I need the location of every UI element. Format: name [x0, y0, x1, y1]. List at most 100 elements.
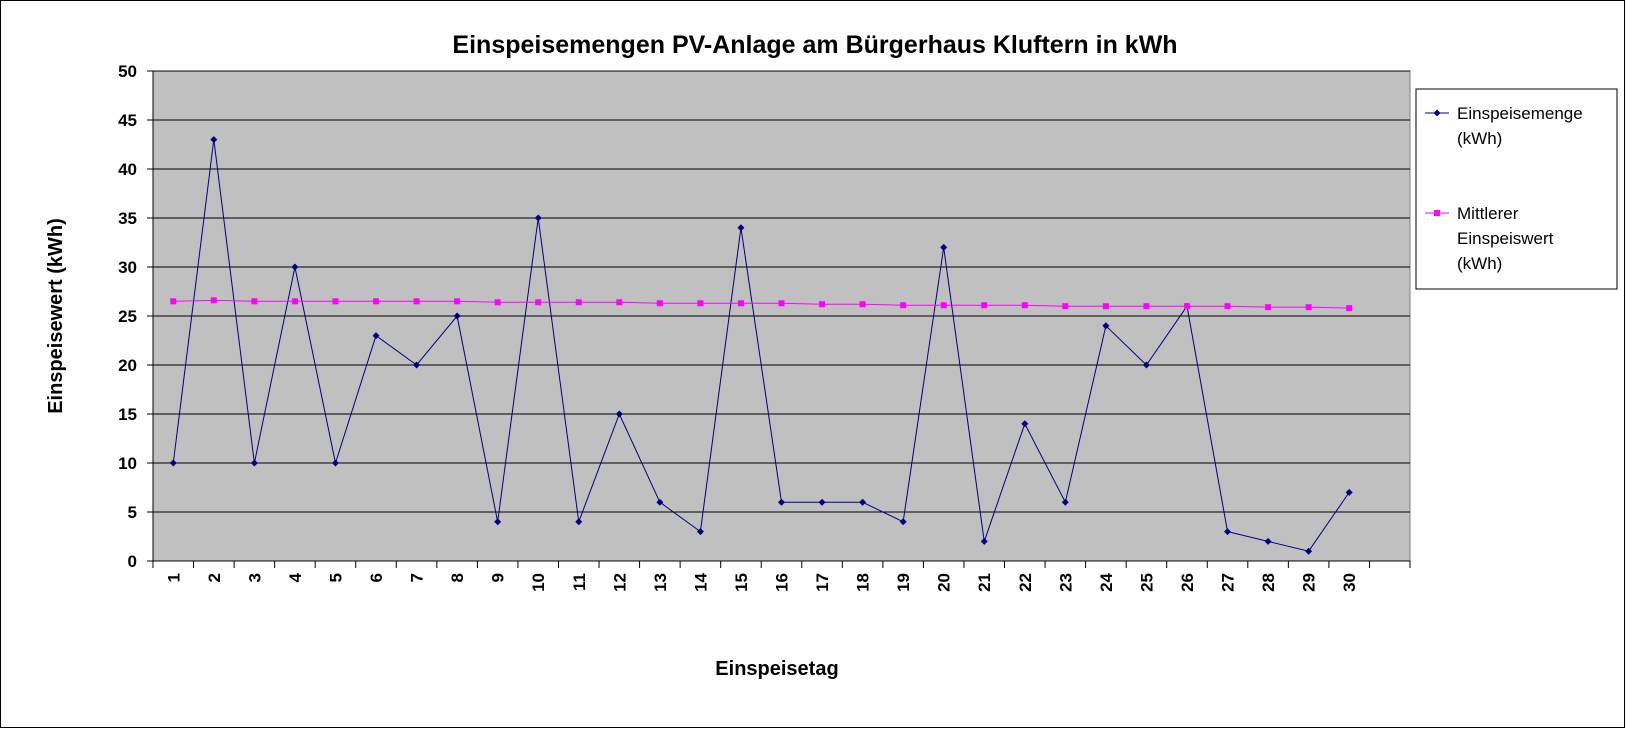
data-point [1224, 303, 1231, 310]
data-point [737, 300, 744, 307]
x-tick-label: 14 [691, 572, 710, 591]
y-axis-label: Einspeisewert (kWh) [45, 218, 67, 414]
data-point [332, 298, 339, 305]
x-tick-label: 30 [1340, 573, 1359, 592]
data-point [535, 299, 542, 306]
data-point [494, 299, 501, 306]
data-point [291, 263, 299, 271]
data-point [1265, 304, 1272, 311]
data-point [656, 498, 664, 506]
data-point [615, 410, 623, 418]
x-tick-label: 18 [854, 573, 873, 592]
data-point [778, 498, 785, 506]
x-tick-label: 19 [894, 573, 913, 592]
data-point [1183, 303, 1190, 310]
y-tick-label: 10 [118, 454, 137, 473]
y-tick-label: 25 [118, 307, 137, 326]
data-point [413, 298, 420, 305]
data-point [940, 243, 948, 251]
data-point [372, 332, 380, 340]
data-point [1062, 303, 1069, 310]
x-tick-label: 3 [245, 573, 264, 582]
data-point [291, 298, 298, 305]
legend-label: (kWh) [1457, 254, 1502, 273]
data-point [331, 459, 339, 467]
data-point [251, 298, 258, 305]
x-tick-label: 25 [1137, 573, 1156, 592]
x-tick-label: 13 [651, 573, 670, 592]
x-tick-label: 27 [1219, 573, 1238, 592]
data-point [1061, 498, 1069, 506]
series-2 [170, 297, 1353, 312]
data-point [454, 298, 461, 305]
y-tick-label: 30 [118, 258, 137, 277]
legend: Einspeisemenge (kWh) Mittlerer Einspeiswert… [1415, 88, 1618, 290]
x-tick-label: 6 [367, 573, 386, 582]
x-tick-label: 10 [529, 573, 548, 592]
data-point [900, 302, 907, 309]
series-line [172, 139, 1350, 552]
x-tick-label: 22 [1016, 573, 1035, 592]
data-point [940, 302, 947, 309]
x-tick-label: 23 [1056, 573, 1075, 592]
data-point [413, 361, 421, 369]
y-tick-label: 5 [128, 503, 137, 522]
data-point [575, 299, 582, 306]
x-tick-label: 24 [1097, 572, 1116, 591]
data-point [170, 298, 177, 305]
data-point [616, 299, 623, 306]
y-tick-label: 50 [118, 62, 137, 81]
legend-label: Einspeiswert [1457, 229, 1554, 248]
data-point [534, 214, 542, 222]
data-point [697, 300, 704, 307]
y-tick-label: 40 [118, 160, 137, 179]
x-tick-label: 7 [408, 573, 427, 582]
data-point [1143, 303, 1150, 310]
data-point [1345, 488, 1353, 496]
series-group [169, 136, 1353, 555]
legend-marker [1433, 109, 1441, 117]
x-tick-label: 12 [610, 573, 629, 592]
data-point [1305, 304, 1312, 311]
data-point [1021, 420, 1029, 428]
data-point [859, 498, 867, 506]
data-point [373, 298, 380, 305]
data-point [1305, 547, 1313, 555]
x-tick-label: 11 [570, 573, 589, 591]
data-point [1021, 302, 1028, 309]
data-point [980, 537, 988, 545]
x-tick-label: 15 [732, 573, 751, 592]
data-point [778, 300, 785, 307]
x-tick-label: 2 [205, 573, 224, 582]
data-point [250, 459, 258, 467]
y-tick-label: 0 [128, 552, 137, 571]
data-point [656, 300, 663, 307]
legend-item-2: Mittlerer Einspeiswert (kWh) [1425, 204, 1554, 273]
data-point [696, 528, 704, 536]
data-point [1102, 322, 1110, 330]
x-tick-label: 16 [773, 573, 792, 592]
data-point [981, 302, 988, 309]
legend-label: Einspeisemenge [1457, 104, 1583, 123]
x-tick-label: 28 [1259, 573, 1278, 592]
y-tick-label: 45 [118, 111, 137, 130]
data-point [1264, 537, 1272, 545]
data-point [1142, 361, 1150, 369]
data-point [1102, 303, 1109, 310]
legend-item-1: Einspeisemenge (kWh) [1425, 104, 1583, 148]
x-tick-label: 26 [1178, 573, 1197, 592]
x-axis-label: Einspeisetag [715, 658, 838, 680]
x-tick-label: 17 [813, 573, 832, 592]
data-point [1224, 528, 1232, 536]
y-axis: 0 5 10 15 20 25 30 35 40 45 50 [118, 62, 154, 571]
y-tick-label: 15 [118, 405, 137, 424]
data-point [737, 224, 745, 232]
data-point [210, 136, 218, 144]
data-point [818, 498, 826, 506]
x-tick-label: 4 [286, 572, 305, 582]
x-tick-label: 21 [975, 573, 994, 592]
x-tick-label: 29 [1300, 573, 1319, 592]
data-point [575, 518, 583, 526]
